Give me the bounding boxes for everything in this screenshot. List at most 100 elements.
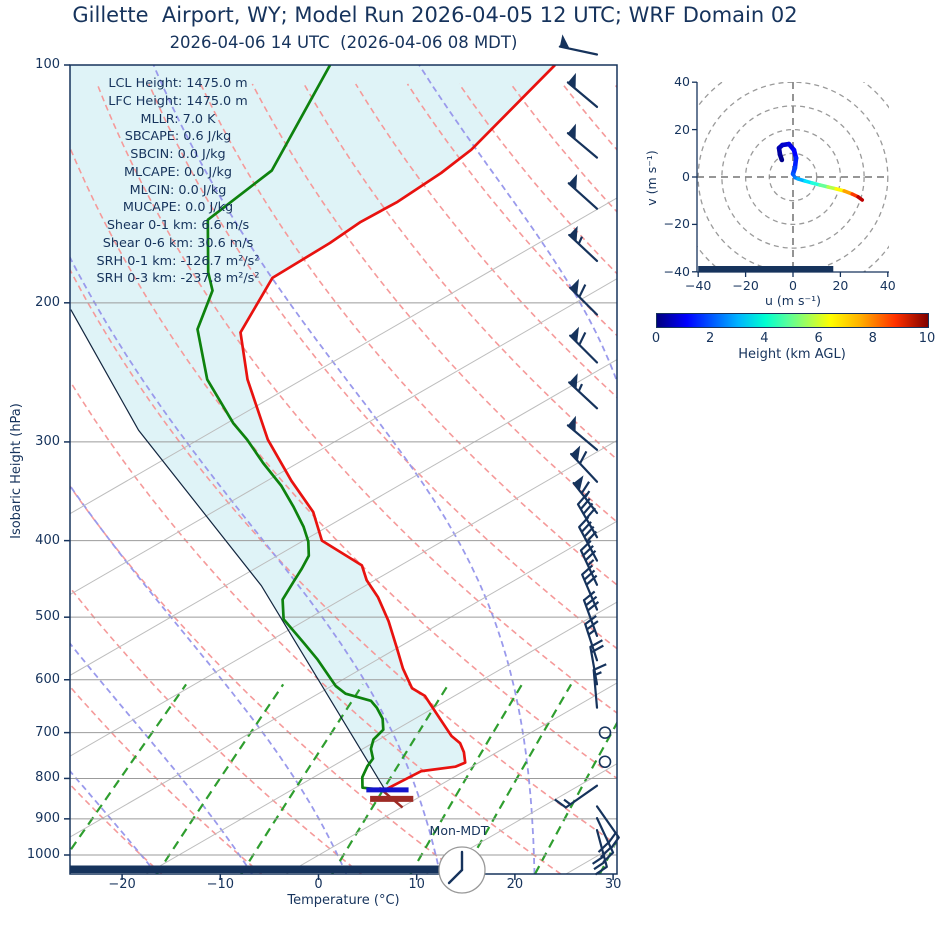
- dry-adiabat-line: [148, 83, 617, 650]
- dry-adiabat-line: [70, 586, 362, 874]
- moist-adiabat-line: [70, 642, 253, 874]
- sounding-stat-line: SRH 0-3 km: -237.8 m²/s²: [96, 271, 260, 287]
- sounding-stat-line: SRH 0-1 km: -126.7 m²/s²: [96, 253, 260, 269]
- dry-adiabat-line: [666, 84, 936, 874]
- calm-wind-icon: [598, 726, 612, 739]
- dry-adiabat-line: [769, 84, 936, 874]
- wind-barb-icon: [566, 415, 599, 451]
- dry-adiabat-line: [821, 84, 936, 874]
- pressure-tick-label: 600: [35, 671, 60, 687]
- dry-adiabat-line: [458, 83, 617, 275]
- parcel-profile-line: [70, 309, 386, 791]
- hodograph-u-axis-label: u (m s⁻¹): [765, 293, 821, 308]
- wind-barb-icon: [595, 816, 615, 863]
- skewt-axes: [64, 64, 618, 880]
- sounding-stat-line: LCL Height: 1475.0 m: [108, 76, 248, 91]
- temperature-tick-label: −10: [206, 877, 235, 892]
- skew-isotherm-line: [70, 520, 617, 838]
- sounding-stat-line: SBCAPE: 0.6 J/kg: [124, 129, 232, 145]
- wind-barb-icon: [569, 445, 599, 483]
- dry-adiabat-line: [251, 83, 617, 523]
- pressure-tick-label: 300: [35, 433, 60, 449]
- dry-adiabat-line: [303, 83, 617, 461]
- hodograph-u-tick-label: −40: [684, 278, 712, 293]
- dry-adiabat-line: [70, 685, 263, 874]
- mixing-ratio-line: [155, 683, 285, 874]
- skew-isotherm-line: [70, 358, 617, 676]
- clock-timezone-label: Mon-MDT: [429, 823, 489, 838]
- skewt-background: [70, 65, 936, 874]
- surface-ground-bar: [70, 865, 442, 873]
- hodograph-u-tick-label: 40: [879, 278, 896, 293]
- wind-barb-icon: [584, 614, 599, 662]
- dry-adiabat-line: [70, 145, 617, 780]
- hodograph-range-ring: [721, 105, 865, 249]
- moist-adiabat-line: [418, 65, 617, 384]
- moist-adiabat-line: [70, 484, 348, 874]
- sounding-stats-panel: LCL Height: 1475.0 m LFC Height: 1475.0 m…: [18, 75, 338, 288]
- pressure-tick-label: 200: [35, 294, 60, 310]
- colorbar-tick-label: 2: [706, 331, 715, 346]
- wind-barb-icon: [566, 123, 599, 159]
- pressure-tick-label: 100: [35, 57, 60, 72]
- sounding-stat-line: MLCIN: 0.0 J/kg: [129, 182, 227, 198]
- wind-barb-icon: [568, 225, 599, 262]
- hodograph-v-tick-label: −20: [663, 216, 690, 232]
- sounding-stat-line: MUCAPE: 0.0 J/kg: [122, 200, 234, 216]
- pressure-tick-label: 700: [35, 724, 60, 740]
- pressure-axis-label: Isobaric Height (hPa): [9, 403, 24, 539]
- clock-icon: [438, 846, 486, 894]
- pressure-tick-label: 500: [35, 609, 60, 625]
- sounding-stat-line: SBCIN: 0.0 J/kg: [130, 147, 226, 162]
- hodograph-inset: [692, 81, 889, 277]
- hodograph-u-tick-label: 0: [789, 278, 797, 293]
- mixing-ratio-line: [240, 683, 364, 874]
- colorbar-tick-label: 6: [814, 331, 823, 346]
- wind-barb-icon: [581, 564, 599, 611]
- hodograph-u-tick-label: 20: [832, 278, 849, 293]
- wind-barb-icon: [589, 639, 604, 686]
- wind-barb-icon: [558, 34, 599, 56]
- mixing-ratio-line: [461, 683, 573, 874]
- profile-lines: [70, 65, 556, 809]
- pressure-tick-label: 400: [35, 532, 60, 548]
- mixing-ratio-line: [70, 683, 188, 853]
- dry-adiabat-line: [355, 83, 617, 399]
- cape-shade-region: [70, 65, 555, 790]
- wind-barb-icon: [569, 278, 599, 316]
- dry-adiabat-line: [561, 83, 617, 151]
- temperature-tick-label: 20: [506, 877, 524, 892]
- hodograph-v-tick-label: 0: [682, 169, 690, 184]
- colorbar-label: Height (km AGL): [738, 347, 846, 362]
- wind-barb-icon: [566, 72, 599, 109]
- colorbar-tick-label: 0: [651, 331, 661, 346]
- hodograph-v-tick-label: 20: [674, 121, 690, 137]
- pressure-tick-label: 800: [35, 770, 60, 786]
- pressure-tick-label: 900: [35, 810, 60, 826]
- dry-adiabat-line: [873, 84, 936, 874]
- dry-adiabat-line: [406, 83, 617, 337]
- sounding-stat-line: MLCAPE: 0.0 J/kg: [123, 164, 233, 180]
- temperature-profile-line: [239, 65, 556, 792]
- mixing-ratio-line: [534, 720, 617, 874]
- hodograph-v-tick-label: 40: [674, 74, 690, 90]
- wind-barb-icon: [554, 784, 599, 809]
- skew-isotherm-line: [846, 65, 936, 874]
- wind-barb-icon: [568, 373, 599, 410]
- calm-wind-icon: [598, 755, 612, 769]
- wind-barb-icon: [592, 663, 607, 709]
- skew-isotherm-line: [565, 843, 617, 874]
- colorbar-tick-label: 8: [868, 331, 877, 346]
- hodograph-v-tick-label: −40: [663, 263, 690, 279]
- temperature-tick-label: −20: [108, 877, 136, 892]
- colorbar-tick-label: 4: [760, 331, 769, 346]
- pressure-tick-label: 1000: [26, 847, 60, 862]
- wind-barb-column: [554, 34, 620, 876]
- mixing-ratio-line: [409, 683, 523, 874]
- sounding-stat-line: Shear 0-1 km: 6.6 m/s: [106, 218, 250, 233]
- temperature-tick-label: 10: [408, 877, 425, 892]
- wind-barb-icon: [591, 828, 608, 876]
- mixing-ratio-line: [647, 684, 743, 874]
